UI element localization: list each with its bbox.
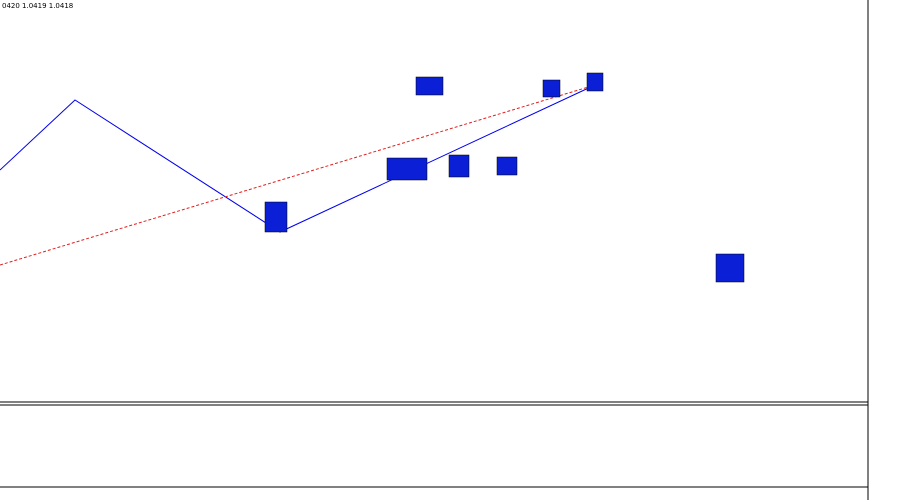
trend-line — [0, 84, 596, 266]
highlight-box — [715, 253, 745, 283]
axes — [0, 0, 869, 500]
highlight-box — [448, 154, 470, 178]
highlight-box — [496, 156, 518, 176]
highlight-box — [542, 79, 561, 98]
highlight-box — [586, 72, 604, 92]
zigzag-line — [0, 84, 596, 233]
header-text: 0420 1.0419 1.0418 — [2, 2, 73, 10]
highlight-box — [415, 76, 444, 96]
highlight-boxes — [264, 72, 745, 283]
highlight-box — [386, 157, 428, 181]
highlight-box — [264, 201, 288, 233]
